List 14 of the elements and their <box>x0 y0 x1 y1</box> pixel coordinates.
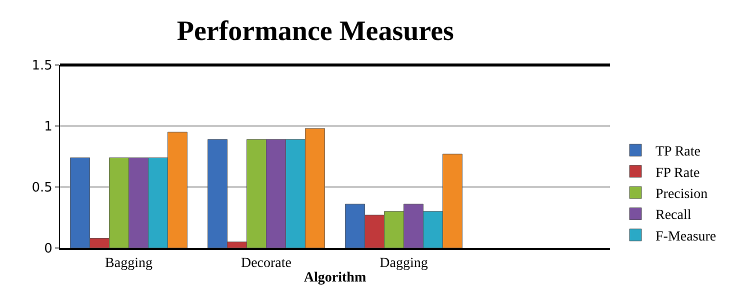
x-axis-title: Algorithm <box>304 270 366 286</box>
y-tick-label: 1.5 <box>32 58 52 74</box>
x-tick-label: Dagging <box>380 256 428 271</box>
x-tick-label: Bagging <box>105 256 152 271</box>
y-tick-label: 0 <box>44 242 52 257</box>
chart-title: Performance Measures <box>176 16 454 48</box>
legend-label: Precision <box>656 187 708 202</box>
legend-label: F-Measure <box>656 229 716 244</box>
legend-label: TP Rate <box>656 144 700 160</box>
y-tick-label: 0.5 <box>32 180 52 196</box>
y-tick-label: 1 <box>44 120 52 135</box>
legend-label: Recall <box>656 208 692 224</box>
x-tick-label: Decorate <box>240 256 292 271</box>
legend-label: FP Rate <box>656 166 700 181</box>
